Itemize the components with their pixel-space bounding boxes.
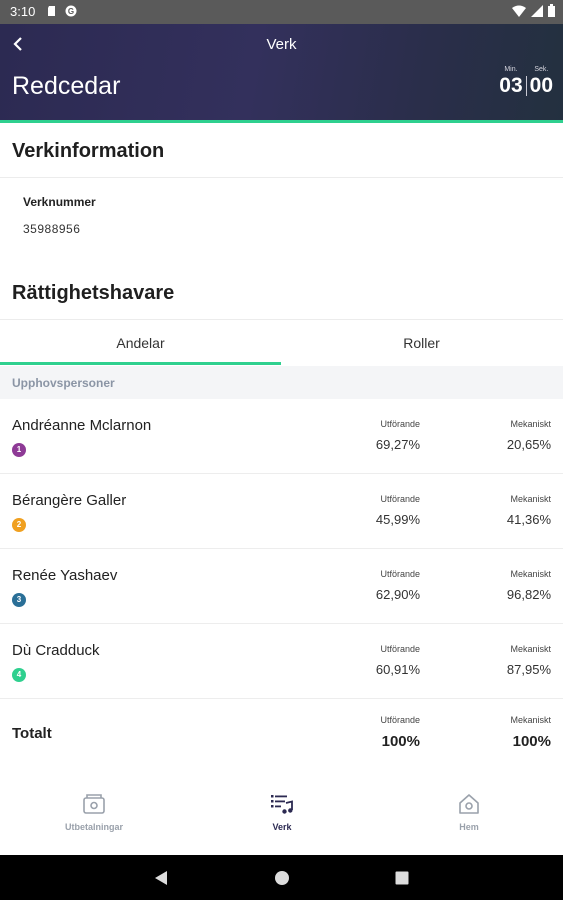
mechanical-label: Mekaniskt: [510, 494, 551, 504]
home-icon: [459, 794, 479, 814]
battery-icon: [548, 4, 555, 17]
performing-label: Utförande: [380, 419, 420, 429]
wifi-icon: [512, 5, 526, 17]
nav-label: Verk: [272, 822, 292, 832]
total-performing: 100%: [381, 733, 420, 750]
person-badge: 3: [12, 593, 26, 607]
performing-share: 62,90%: [375, 587, 420, 602]
performing-share: 45,99%: [375, 512, 420, 527]
work-title: Redcedar: [12, 72, 121, 100]
person-name: Andréanne Mclarnon: [12, 417, 152, 434]
mechanical-label: Mekaniskt: [510, 569, 551, 579]
person-row[interactable]: Dù Cradduck 4 Utförande 60,91% Mekaniskt…: [0, 624, 563, 699]
total-row: Totalt Utförande 100% Mekaniskt 100%: [0, 699, 563, 767]
person-name: Dù Cradduck: [12, 642, 100, 659]
group-header: Upphovspersoner: [0, 366, 563, 399]
mechanical-share: 87,95%: [506, 662, 551, 677]
header-accent-line: [0, 120, 563, 123]
work-info-title: Verkinformation: [12, 140, 165, 162]
nav-label: Hem: [459, 822, 479, 832]
person-row[interactable]: Renée Yashaev 3 Utförande 62,90% Mekanis…: [0, 549, 563, 624]
performing-label: Utförande: [380, 494, 420, 504]
person-badge: 4: [12, 668, 26, 682]
performing-share: 69,27%: [375, 437, 420, 452]
nav-hem[interactable]: Hem: [375, 770, 563, 855]
timer-sec-label: Sek.: [534, 66, 549, 73]
person-row[interactable]: Andréanne Mclarnon 1 Utförande 69,27% Me…: [0, 399, 563, 474]
system-back-icon[interactable]: [153, 870, 169, 886]
sync-icon: G: [65, 5, 77, 17]
system-home-icon[interactable]: [274, 870, 290, 886]
nav-label: Utbetalningar: [64, 822, 123, 832]
timer-min-label: Min.: [504, 66, 518, 73]
system-navigation-bar: [0, 855, 563, 900]
performing-share: 60,91%: [375, 662, 420, 677]
divider: [0, 177, 563, 178]
timer-minutes: 03: [499, 74, 523, 97]
tab-roller[interactable]: Roller: [403, 335, 440, 351]
signal-icon: [531, 4, 543, 17]
person-badge: 1: [12, 443, 26, 457]
tab-bar: Andelar Roller: [0, 321, 563, 366]
person-name: Bérangère Galler: [12, 492, 127, 509]
system-recents-icon[interactable]: [394, 870, 410, 886]
performing-label: Utförande: [380, 715, 420, 725]
mechanical-share: 20,65%: [506, 437, 551, 452]
group-label: Upphovspersoner: [12, 376, 115, 390]
sd-card-icon: [48, 6, 55, 16]
work-number-label: Verknummer: [23, 195, 96, 209]
wallet-icon: [83, 794, 105, 814]
active-tab-indicator: [0, 362, 281, 365]
mechanical-share: 96,82%: [506, 587, 551, 602]
mechanical-label: Mekaniskt: [510, 419, 551, 429]
person-row[interactable]: Bérangère Galler 2 Utförande 45,99% Meka…: [0, 474, 563, 549]
total-label: Totalt: [12, 725, 52, 742]
performing-label: Utförande: [380, 644, 420, 654]
divider: [0, 319, 563, 320]
tab-andelar[interactable]: Andelar: [116, 335, 165, 351]
rights-holders-title: Rättighetshavare: [12, 282, 175, 304]
mechanical-label: Mekaniskt: [510, 715, 551, 725]
status-bar: 3:10 G: [0, 0, 563, 24]
bottom-navigation: Utbetalningar Verk Hem: [0, 770, 563, 855]
timer: Min. 03 Sek. 00: [499, 66, 553, 97]
work-number-value: 35988956: [23, 222, 81, 236]
person-name: Renée Yashaev: [12, 567, 118, 584]
timer-separator: [525, 76, 527, 96]
app-header: Verk Redcedar Min. 03 Sek. 00: [0, 24, 563, 120]
mechanical-share: 41,36%: [506, 512, 551, 527]
screen-title: Verk: [266, 36, 297, 53]
status-time: 3:10: [10, 4, 36, 19]
person-badge: 2: [12, 518, 26, 532]
back-arrow-icon[interactable]: [10, 34, 30, 54]
nav-verk[interactable]: Verk: [188, 770, 376, 855]
mechanical-label: Mekaniskt: [510, 644, 551, 654]
svg-text:G: G: [68, 7, 74, 16]
nav-utbetalningar[interactable]: Utbetalningar: [0, 770, 188, 855]
performing-label: Utförande: [380, 569, 420, 579]
timer-seconds: 00: [529, 74, 553, 97]
music-list-icon: [271, 795, 293, 814]
total-mechanical: 100%: [512, 733, 551, 750]
